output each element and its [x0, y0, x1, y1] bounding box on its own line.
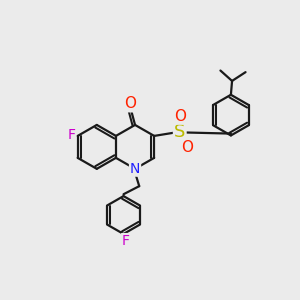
Text: F: F [67, 128, 75, 142]
Text: S: S [174, 123, 185, 141]
Text: O: O [124, 96, 136, 111]
Text: O: O [174, 109, 186, 124]
Text: F: F [122, 234, 130, 248]
Text: O: O [181, 140, 193, 155]
Text: N: N [130, 162, 140, 176]
